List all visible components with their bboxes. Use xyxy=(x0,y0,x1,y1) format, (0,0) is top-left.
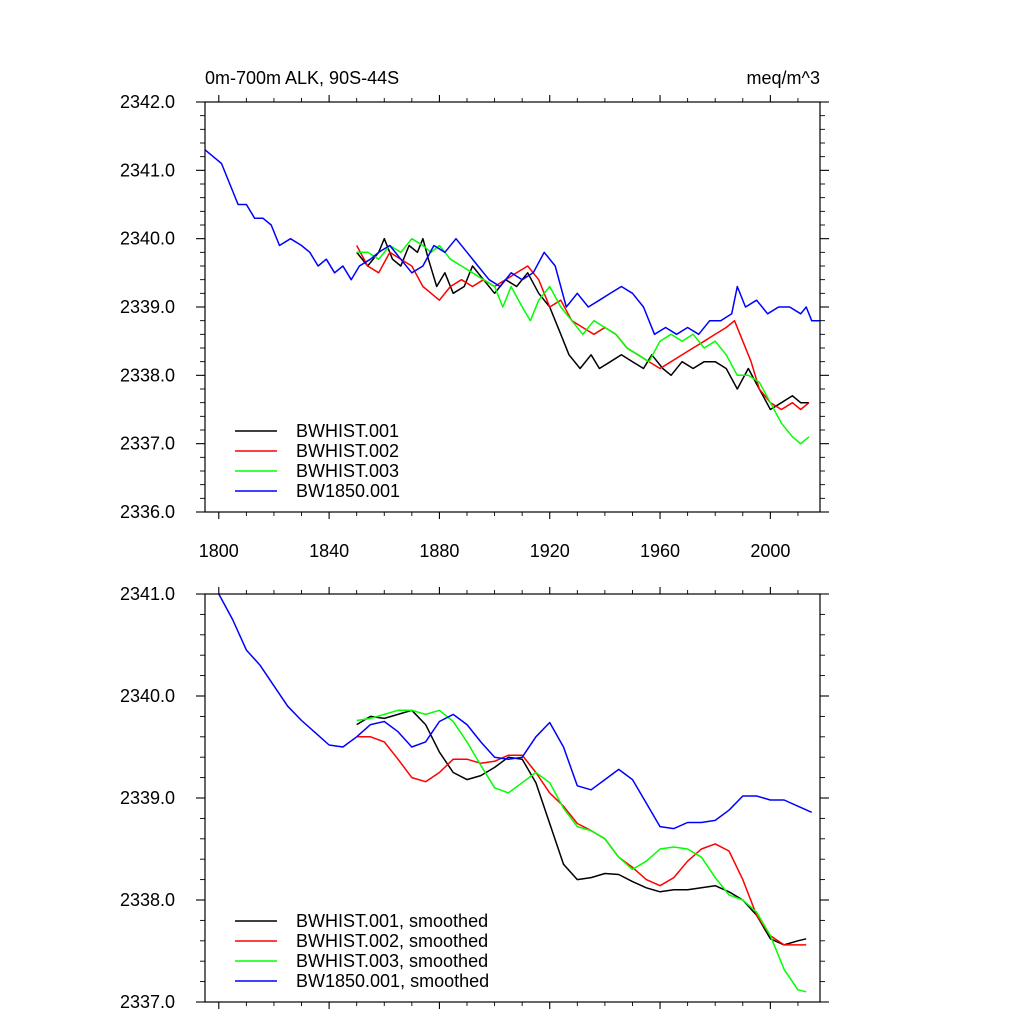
chart-top-title-right: meq/m^3 xyxy=(747,68,820,88)
y-tick-label: 2341.0 xyxy=(120,584,175,604)
legend-label: BWHIST.002, smoothed xyxy=(296,931,488,951)
y-tick-label: 2336.0 xyxy=(120,502,175,522)
chart-bottom-series xyxy=(218,593,813,993)
x-tick-label: 1920 xyxy=(530,541,570,561)
y-tick-label: 2338.0 xyxy=(120,365,175,385)
y-tick-label: 2341.0 xyxy=(120,160,175,180)
legend-label: BWHIST.001 xyxy=(296,421,399,441)
chart-top: 0m-700m ALK, 90S-44S meq/m^3 1800 1840 188… xyxy=(120,68,829,561)
chart-top-series xyxy=(204,149,820,445)
x-tick-label: 1840 xyxy=(309,541,349,561)
chart-bottom: 2337.0 2338.0 2339.0 2340.0 2341.0 BWHIST.00… xyxy=(120,584,829,1012)
legend-label: BWHIST.003 xyxy=(296,461,399,481)
y-tick-label: 2340.0 xyxy=(120,229,175,249)
x-tick-label: 1800 xyxy=(199,541,239,561)
chart-bottom-axes: 2337.0 2338.0 2339.0 2340.0 2341.0 xyxy=(120,584,829,1012)
y-tick-label: 2338.0 xyxy=(120,890,175,910)
legend-label: BW1850.001 xyxy=(296,481,400,501)
x-tick-label: 1960 xyxy=(640,541,680,561)
chart-top-title-left: 0m-700m ALK, 90S-44S xyxy=(205,68,399,88)
y-tick-label: 2340.0 xyxy=(120,686,175,706)
legend-label: BW1850.001, smoothed xyxy=(296,971,489,991)
y-tick-label: 2337.0 xyxy=(120,434,175,454)
x-tick-label: 1880 xyxy=(419,541,459,561)
x-tick-label: 2000 xyxy=(750,541,790,561)
y-tick-label: 2337.0 xyxy=(120,992,175,1012)
y-tick-label: 2342.0 xyxy=(120,92,175,112)
series-line-3 xyxy=(356,709,807,993)
series-line-3 xyxy=(356,237,810,445)
chart-top-axes: 1800 1840 1880 1920 1960 2000 2336.0 2337.0 2338… xyxy=(120,92,829,561)
legend-label: BWHIST.002 xyxy=(296,441,399,461)
legend-label: BWHIST.001, smoothed xyxy=(296,911,488,931)
series-line-1 xyxy=(356,237,809,411)
series-line-2 xyxy=(356,245,810,411)
chart-bottom-frame xyxy=(204,593,821,1003)
legend-label: BWHIST.003, smoothed xyxy=(296,951,488,971)
chart-top-frame xyxy=(204,101,821,513)
y-tick-label: 2339.0 xyxy=(120,297,175,317)
series-line-1 xyxy=(356,709,807,946)
y-tick-label: 2339.0 xyxy=(120,788,175,808)
series-line-4 xyxy=(204,149,820,336)
series-line-4 xyxy=(218,593,813,830)
series-line-2 xyxy=(356,736,807,946)
